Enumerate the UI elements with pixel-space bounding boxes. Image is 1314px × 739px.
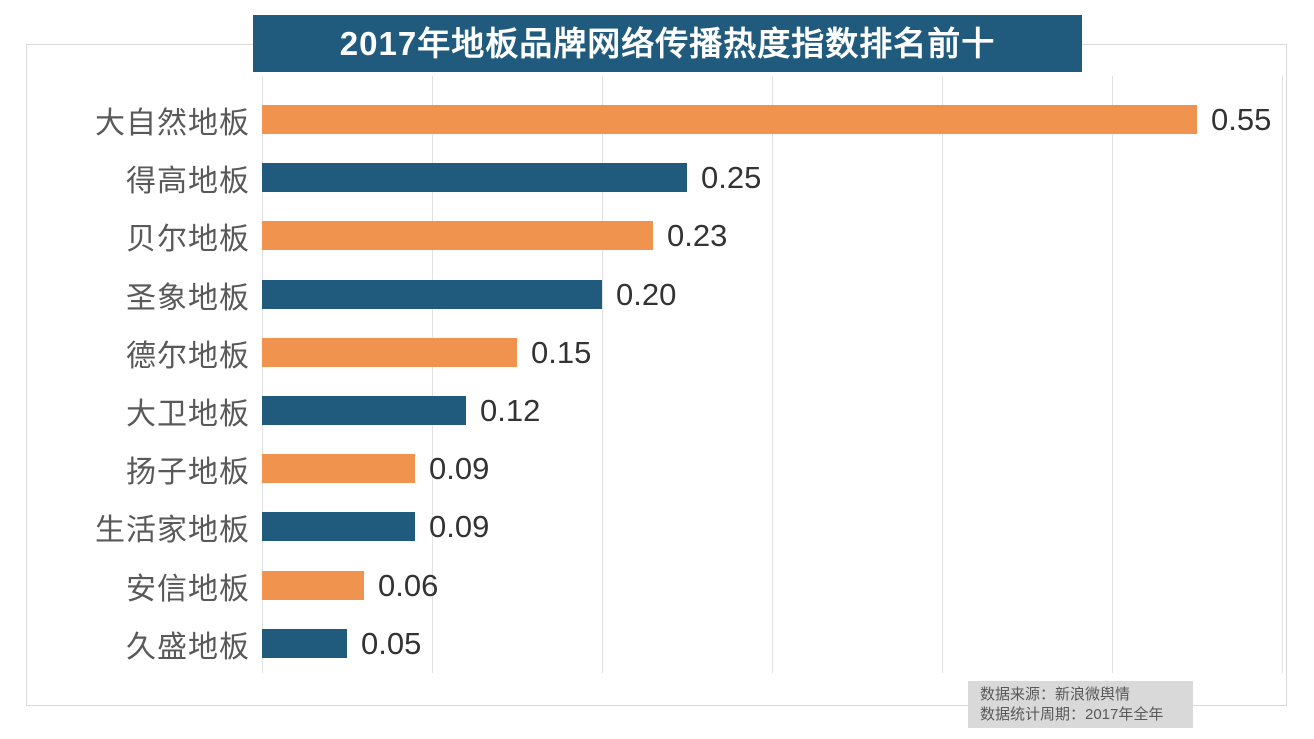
value-label: 0.12	[480, 392, 541, 428]
category-label: 德尔地板	[126, 339, 250, 373]
chart-title: 2017年地板品牌网络传播热度指数排名前十	[339, 25, 996, 62]
source-note-line2: 数据统计周期：2017年全年	[980, 706, 1164, 723]
bar	[262, 629, 347, 658]
category-label: 贝尔地板	[126, 222, 250, 256]
category-label: 久盛地板	[126, 630, 250, 664]
bar	[262, 221, 653, 250]
value-label: 0.25	[701, 159, 762, 195]
chart-frame	[26, 44, 1287, 706]
value-label: 0.55	[1211, 101, 1272, 137]
category-label: 圣象地板	[126, 281, 250, 315]
x-gridline	[262, 76, 263, 673]
category-label: 生活家地板	[95, 513, 250, 547]
value-label: 0.20	[616, 276, 677, 312]
x-gridline	[432, 76, 433, 673]
category-label: 大卫地板	[126, 397, 250, 431]
category-label: 安信地板	[126, 572, 250, 606]
bar	[262, 105, 1197, 134]
bar	[262, 571, 364, 600]
bar	[262, 338, 517, 367]
value-label: 0.09	[429, 450, 490, 486]
bar	[262, 163, 687, 192]
value-label: 0.06	[378, 567, 439, 603]
source-note: 数据来源：新浪微舆情 数据统计周期：2017年全年	[968, 681, 1193, 728]
source-note-line1: 数据来源：新浪微舆情	[980, 686, 1131, 703]
bar	[262, 280, 602, 309]
bar	[262, 512, 415, 541]
value-label: 0.15	[531, 334, 592, 370]
category-label: 得高地板	[126, 164, 250, 198]
chart-title-banner: 2017年地板品牌网络传播热度指数排名前十	[253, 15, 1082, 72]
bar	[262, 396, 466, 425]
x-gridline	[1282, 76, 1283, 673]
x-gridline	[1112, 76, 1113, 673]
bar	[262, 454, 415, 483]
category-label: 扬子地板	[126, 455, 250, 489]
x-gridline	[942, 76, 943, 673]
x-gridline	[772, 76, 773, 673]
value-label: 0.05	[361, 625, 422, 661]
value-label: 0.09	[429, 508, 490, 544]
x-gridline	[602, 76, 603, 673]
value-label: 0.23	[667, 217, 728, 253]
category-label: 大自然地板	[95, 106, 250, 140]
